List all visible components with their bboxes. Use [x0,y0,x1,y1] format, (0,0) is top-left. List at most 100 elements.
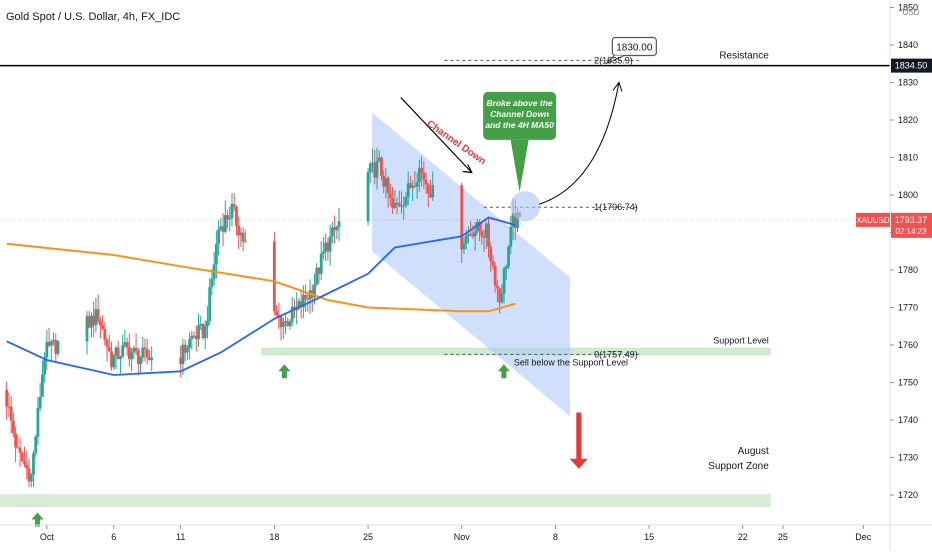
candle [194,325,198,352]
candle-body [388,193,392,199]
candle-body [284,320,287,323]
y-tick-label: 1850 [898,3,918,13]
candle [92,301,96,338]
candle [7,392,11,417]
candle-body [424,179,428,185]
candle-body [181,344,185,365]
candle [38,383,42,411]
candle [121,334,125,358]
candle-body [469,234,473,236]
candle-body [56,341,60,354]
candle-body [123,342,127,346]
candle-body [38,396,42,408]
candle-body [183,344,187,353]
candle [384,168,388,199]
candle-body [188,339,191,348]
candle [330,221,334,244]
candle-body [232,204,236,207]
candle [40,360,44,397]
candle-body [107,346,111,352]
candle [181,339,185,375]
candle [366,168,370,226]
candle-body [7,406,11,408]
candle-body [400,205,403,207]
candle [103,321,107,346]
x-tick-label: Dec [855,532,872,542]
candle-body [130,352,134,360]
candle-body [92,315,96,326]
candle [502,266,506,304]
candle-body [417,167,421,183]
support-arrow-1 [31,512,44,527]
candle [480,222,484,245]
x-tick-label: Nov [454,532,471,542]
candle-body [328,236,332,252]
candle [290,296,294,327]
candle-body [203,326,207,339]
candle-body [371,162,374,164]
candle [226,209,229,229]
candle-body [197,325,200,340]
candle-body [373,162,377,178]
sell-arrow [569,412,588,469]
channel-layer [372,112,571,417]
candle [56,339,60,357]
candle [395,197,399,215]
candle [127,333,131,367]
sell-note-label: Sell below the Support Level [514,358,628,368]
support-level-label: Support Level [713,336,769,346]
candle-body [228,218,232,220]
candle-body [487,223,490,247]
candle [16,434,20,449]
candle-body [110,351,113,368]
candle [400,191,403,214]
candle-body [324,242,328,252]
horizontal-lines-layer [0,59,890,355]
candle [324,234,328,261]
candle [43,352,47,383]
candle [288,319,292,330]
candle [203,320,207,350]
candle-body [101,325,105,329]
projection-curve [539,82,620,205]
candle [429,179,432,198]
candle-body [150,357,154,361]
candle-body [511,213,515,227]
candle [136,347,140,376]
y-tick-label: 1830 [898,78,918,88]
candle-body [426,184,430,194]
candle [141,337,145,363]
candle-body [23,461,26,465]
candle-body [20,452,24,462]
candle [368,161,372,184]
candle-body [9,406,13,421]
candle-body [516,212,519,229]
countdown-text: 02:14:23 [895,227,927,236]
y-tick-label: 1760 [898,340,918,350]
candle [393,189,397,209]
candle [214,230,218,279]
candle-body [500,293,504,303]
symbol-tag [856,212,890,227]
candle [130,348,134,372]
august-label-1: August [738,446,769,457]
candle-body [119,356,122,360]
candle [90,312,93,338]
candle-body [337,221,341,227]
symbol-tag-text: XAUUSD [856,216,890,225]
x-tick-label: 18 [269,532,279,542]
candle-body [36,407,40,437]
x-tick-label: 8 [553,532,558,542]
resistance-label: Resistance [719,51,769,62]
candle [54,333,58,362]
candle [18,437,22,467]
candle-body [513,213,517,229]
candle-body [87,316,91,328]
candle-body [105,339,109,347]
candle [406,171,410,206]
candle [114,345,118,370]
y-tick-label: 1810 [898,153,918,163]
candle [230,193,234,227]
candle-body [395,202,399,204]
